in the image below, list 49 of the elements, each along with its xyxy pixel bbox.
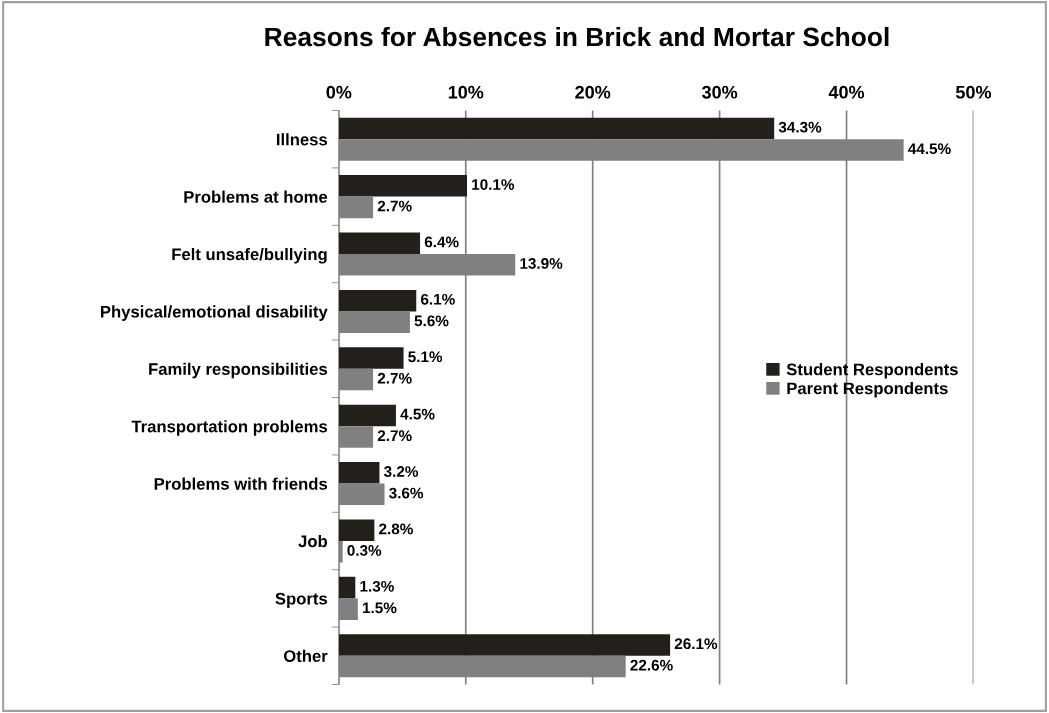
y-tick-label: Other <box>283 649 328 662</box>
data-label: 26.1% <box>674 638 718 650</box>
y-tick-label: Problems with friends <box>154 477 328 490</box>
y-tick-label: Transportation problems <box>131 420 328 436</box>
chart-title: Reasons for Absences in Brick and Mortar School <box>265 26 889 47</box>
y-tick-label: Illness <box>276 133 328 146</box>
legend-label: Parent Respondents <box>787 382 948 398</box>
legend-label: Student Respondents <box>786 363 958 379</box>
data-label: 2.8% <box>379 523 413 535</box>
data-label: 2.7% <box>377 372 412 384</box>
data-label: 6.4% <box>424 236 459 248</box>
x-tick-label: 10% <box>448 85 484 99</box>
bar <box>338 117 775 140</box>
x-tick-label: 20% <box>575 85 611 99</box>
bar <box>338 634 671 656</box>
data-label: 13.9% <box>520 258 563 269</box>
y-tick-label: Physical/emotional disability <box>101 305 328 321</box>
bar <box>338 576 356 599</box>
data-label: 3.2% <box>383 466 419 477</box>
data-label: 10.1% <box>472 179 515 190</box>
y-tick-label: Sports <box>275 592 328 608</box>
data-label: 2.7% <box>377 430 412 442</box>
bar <box>338 175 468 197</box>
y-tick-label: Job <box>298 534 328 548</box>
data-label: 22.6% <box>630 659 673 671</box>
bar <box>338 289 417 312</box>
data-label: 1.5% <box>362 602 397 614</box>
bar <box>338 404 396 427</box>
y-tick-label: Family responsibilities <box>149 362 328 379</box>
data-label: 5.6% <box>414 315 449 327</box>
x-tick-label: 30% <box>701 85 738 99</box>
data-label: 5.1% <box>408 351 443 363</box>
data-label: 4.5% <box>400 408 435 420</box>
data-label: 3.6% <box>389 487 424 499</box>
bar <box>338 462 380 484</box>
y-tick-label: Felt unsafe/bullying <box>172 247 327 264</box>
bar <box>338 347 404 369</box>
data-label: 1.3% <box>360 580 394 592</box>
data-label: 44.5% <box>908 143 951 155</box>
x-tick-label: 0% <box>326 85 352 99</box>
data-label: 6.1% <box>420 293 455 305</box>
data-label: 34.3% <box>778 121 822 133</box>
y-tick-label: Problems at home <box>184 190 328 203</box>
data-label: 2.7% <box>377 200 412 212</box>
x-tick-label: 40% <box>828 85 865 99</box>
data-label: 0.3% <box>347 545 382 556</box>
x-tick-label: 50% <box>955 85 992 99</box>
bar <box>338 232 421 255</box>
bar <box>338 519 375 541</box>
